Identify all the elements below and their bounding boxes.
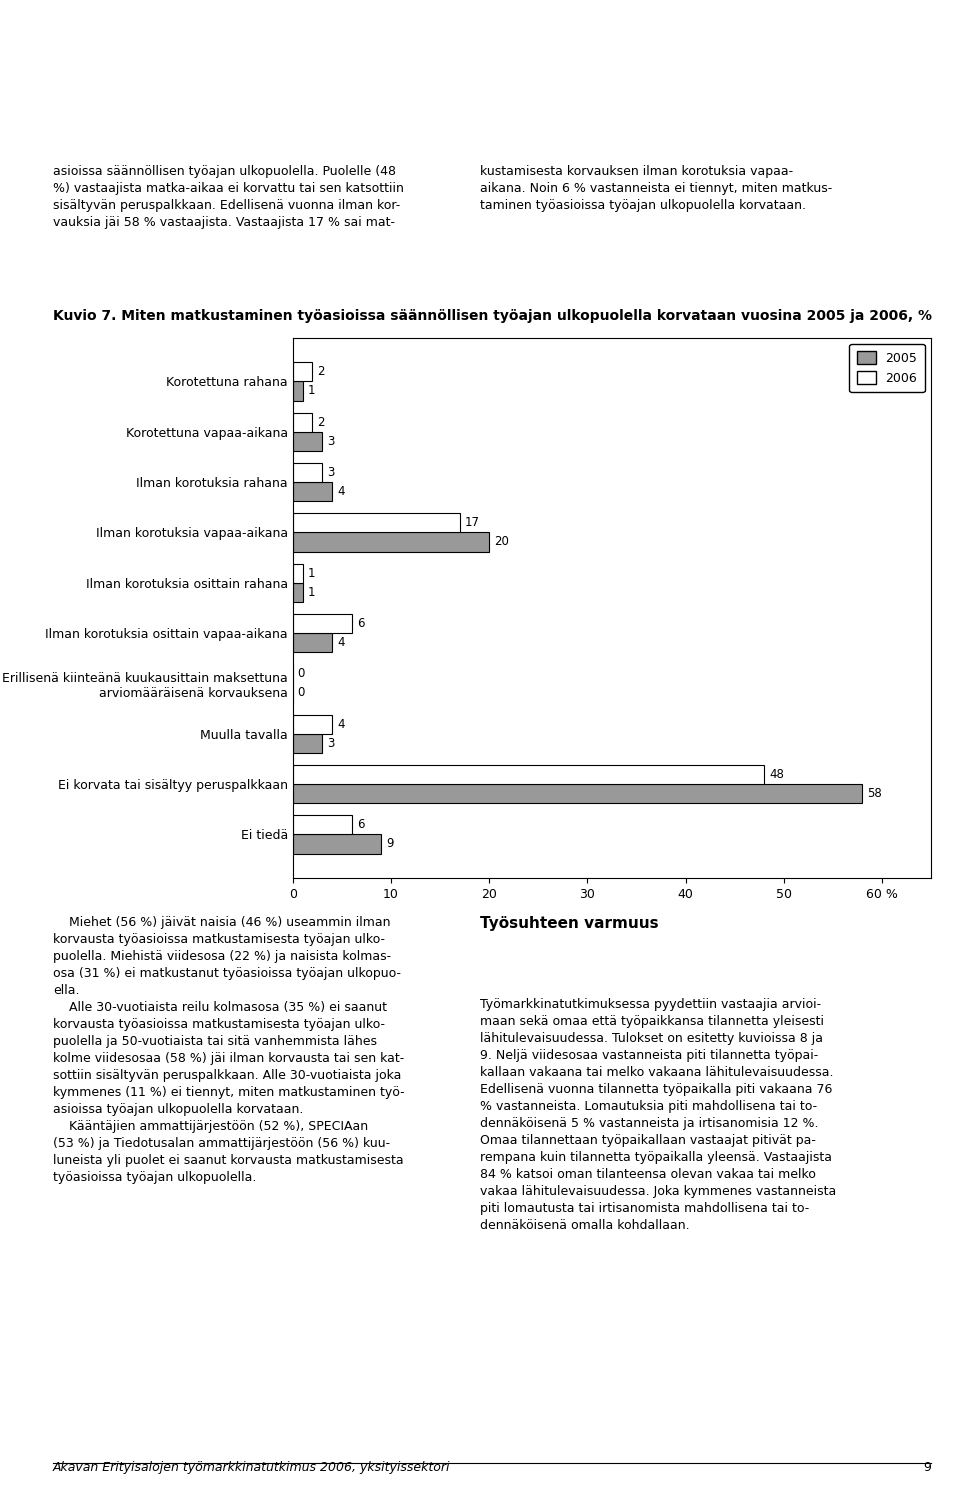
Bar: [293, 633, 332, 653]
Text: Miehet (56 %) jäivät naisia (46 %) useammin ilman
korvausta työasioissa matkusta: Miehet (56 %) jäivät naisia (46 %) useam…: [53, 916, 404, 1184]
Bar: [293, 513, 460, 533]
Text: 0: 0: [298, 668, 305, 680]
Text: 3: 3: [327, 435, 334, 447]
Bar: [293, 432, 323, 450]
Legend: 2005, 2006: 2005, 2006: [850, 344, 924, 392]
Bar: [293, 784, 862, 803]
Text: 1: 1: [307, 384, 315, 398]
Bar: [293, 563, 302, 582]
Text: Kuvio 7. Miten matkustaminen työasioissa säännöllisen työajan ulkopuolella korva: Kuvio 7. Miten matkustaminen työasioissa…: [53, 309, 932, 323]
Bar: [293, 362, 312, 381]
Text: 4: 4: [337, 485, 345, 498]
Text: 6: 6: [357, 617, 364, 630]
Text: kustamisesta korvauksen ilman korotuksia vapaa-
aikana. Noin 6 % vastanneista ei: kustamisesta korvauksen ilman korotuksia…: [480, 165, 832, 212]
Text: Akavan Erityisalojen työmarkkinatutkimus 2006, yksityissektori: Akavan Erityisalojen työmarkkinatutkimus…: [53, 1460, 450, 1474]
Text: 2: 2: [318, 365, 324, 378]
Text: 9: 9: [924, 1460, 931, 1474]
Text: 9: 9: [386, 838, 394, 851]
Text: 3: 3: [327, 465, 334, 479]
Text: 3: 3: [327, 737, 334, 750]
Text: 1: 1: [307, 585, 315, 599]
Bar: [293, 714, 332, 734]
Bar: [293, 381, 302, 401]
Bar: [293, 766, 764, 784]
Bar: [293, 835, 381, 854]
Bar: [293, 614, 351, 633]
Text: 48: 48: [769, 769, 784, 781]
Bar: [293, 582, 302, 602]
Text: 6: 6: [357, 818, 364, 832]
Bar: [293, 734, 323, 754]
Text: 4: 4: [337, 717, 345, 731]
Text: 58: 58: [867, 787, 882, 800]
Text: 0: 0: [298, 686, 305, 699]
Bar: [293, 462, 323, 482]
Bar: [293, 815, 351, 835]
Text: 1: 1: [307, 567, 315, 579]
Bar: [293, 482, 332, 501]
Bar: [293, 413, 312, 432]
Text: Työmarkkinatutkimuksessa pyydettiin vastaajia arvioi-
maan sekä omaa että työpai: Työmarkkinatutkimuksessa pyydettiin vast…: [480, 998, 836, 1232]
Text: Työsuhteen varmuus: Työsuhteen varmuus: [480, 916, 659, 931]
Text: asioissa säännöllisen työajan ulkopuolella. Puolelle (48
%) vastaajista matka-ai: asioissa säännöllisen työajan ulkopuolel…: [53, 165, 403, 230]
Text: 20: 20: [494, 536, 509, 548]
Text: 4: 4: [337, 636, 345, 648]
Bar: [293, 533, 490, 551]
Text: 2: 2: [318, 416, 324, 429]
Text: 17: 17: [465, 516, 480, 530]
